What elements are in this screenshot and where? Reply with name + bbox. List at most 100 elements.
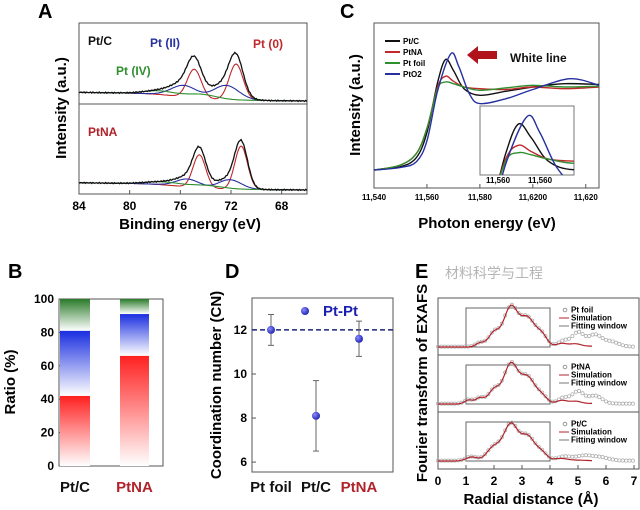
- legend-label: Simulation: [571, 314, 612, 323]
- experimental-point: [587, 453, 592, 458]
- experimental-point: [533, 323, 538, 327]
- inset-curve-pto2: [501, 114, 564, 175]
- total-envelope-curve: [78, 138, 308, 192]
- y-tick-label: 6: [240, 455, 247, 469]
- experimental-point: [563, 337, 568, 342]
- experimental-point: [560, 395, 565, 400]
- plot-frame: [373, 22, 600, 189]
- y-axis-label: Ratio (%): [2, 350, 19, 415]
- experimental-point: [567, 394, 571, 399]
- plot-frame: [251, 297, 394, 473]
- data-point: [267, 325, 275, 334]
- legend-marker: [301, 307, 309, 315]
- panel-c-xanes: Intensity (a.u.) Photon energy (eV) Whit…: [347, 22, 600, 232]
- panel-a-xps: Binding energy (eV) Intensity (a.u.) Pt/…: [53, 22, 308, 233]
- experimental-point: [536, 326, 541, 331]
- annotation-pt-0: Pt (0): [253, 37, 283, 51]
- legend-marker: [562, 421, 568, 427]
- experimental-point: [624, 401, 629, 406]
- experimental-point: [530, 436, 535, 441]
- experimental-point: [614, 340, 619, 345]
- y-tick-label: 0: [47, 459, 54, 473]
- experimental-point: [604, 399, 608, 404]
- bar-segment-ptii: [120, 314, 149, 356]
- experimental-point: [530, 378, 535, 383]
- panel-label-d: D: [225, 261, 239, 283]
- watermark: 材料科学与工程: [445, 265, 543, 281]
- experimental-point: [486, 448, 491, 453]
- y-tick-label: 60: [41, 359, 55, 373]
- experimental-point: [630, 458, 635, 463]
- experimental-point: [543, 334, 548, 339]
- experimental-point: [593, 332, 598, 337]
- x-tick-label: 0: [435, 474, 442, 488]
- annotation-pt-ii: Pt (II): [150, 36, 180, 50]
- experimental-point: [506, 362, 511, 367]
- experimental-point: [597, 395, 602, 400]
- legend-label: Pt-Pt: [323, 303, 358, 320]
- experimental-point: [573, 454, 578, 459]
- legend-marker: [562, 364, 568, 370]
- x-tick-label: 76: [174, 199, 188, 213]
- total-envelope-curve: [78, 51, 308, 103]
- x-axis-label: Binding energy (eV): [119, 216, 261, 233]
- experimental-point: [516, 368, 521, 373]
- experimental-point: [593, 454, 598, 459]
- simulation-curve: [438, 361, 592, 405]
- experimental-point: [614, 401, 619, 406]
- x-tick-label: 7: [631, 474, 638, 488]
- experimental-point: [597, 454, 602, 459]
- x-tick-label: 11,6200: [519, 193, 548, 202]
- experimental-point: [583, 453, 588, 458]
- component-curve-pt0: [79, 63, 307, 102]
- experimental-point: [489, 444, 494, 449]
- experimental-point: [486, 335, 491, 340]
- x-axis-label: Photon energy (eV): [418, 215, 556, 232]
- y-tick-label: 8: [240, 411, 247, 425]
- y-tick-label: 20: [41, 426, 55, 440]
- experimental-point: [617, 401, 622, 406]
- x-tick-label: 4: [547, 474, 554, 488]
- experimental-point: [516, 310, 521, 315]
- experimental-point: [543, 451, 548, 456]
- experimental-point: [627, 401, 632, 406]
- x-tick-label: 3: [519, 474, 526, 488]
- experimental-point: [573, 330, 578, 335]
- experimental-point: [580, 391, 585, 396]
- y-tick-label: 12: [234, 323, 248, 337]
- experimental-point: [620, 458, 625, 463]
- experimental-point: [620, 401, 625, 406]
- panel-label-c: C: [340, 1, 354, 23]
- experimental-point: [587, 334, 592, 338]
- experimental-point: [496, 439, 501, 444]
- experimental-point: [567, 336, 571, 341]
- experimental-point: [624, 344, 629, 348]
- experimental-point: [617, 342, 622, 346]
- legend-label: Simulation: [571, 428, 612, 437]
- experimental-point: [560, 454, 565, 459]
- inset-x-tick-label: 11,560: [528, 176, 553, 185]
- experimental-point: [610, 457, 615, 462]
- experimental-point: [573, 389, 578, 394]
- inset-curve-ptna: [499, 144, 574, 175]
- panel-d-coordination: Coordination number (CN) 6 8 10 12 Pt foil Pt…: [208, 291, 394, 496]
- legend-label: Pt foil: [403, 59, 425, 68]
- experimental-point: [489, 387, 494, 392]
- experimental-point: [593, 393, 598, 398]
- experimental-point: [627, 344, 632, 349]
- panel-b-ratio: Ratio (%) 0 20 40 60 80 100 Pt/C PtNA: [2, 292, 164, 496]
- experimental-point: [570, 334, 575, 339]
- legend-label: Fitting window: [571, 379, 628, 388]
- plot-frame: [437, 297, 640, 470]
- inset-x-tick-label: 11,560: [486, 176, 511, 185]
- legend-label: Fitting window: [571, 436, 628, 445]
- experimental-point: [587, 394, 592, 399]
- experimental-point: [570, 454, 575, 459]
- x-axis-label: Radial distance (Å): [463, 491, 598, 508]
- x-tick-label: 11,540: [362, 193, 387, 202]
- experimental-point: [607, 400, 612, 405]
- x-tick-label: 1: [463, 474, 470, 488]
- experimental-point: [509, 359, 514, 364]
- x-tick-label: 68: [275, 199, 289, 213]
- experimental-point: [530, 318, 535, 323]
